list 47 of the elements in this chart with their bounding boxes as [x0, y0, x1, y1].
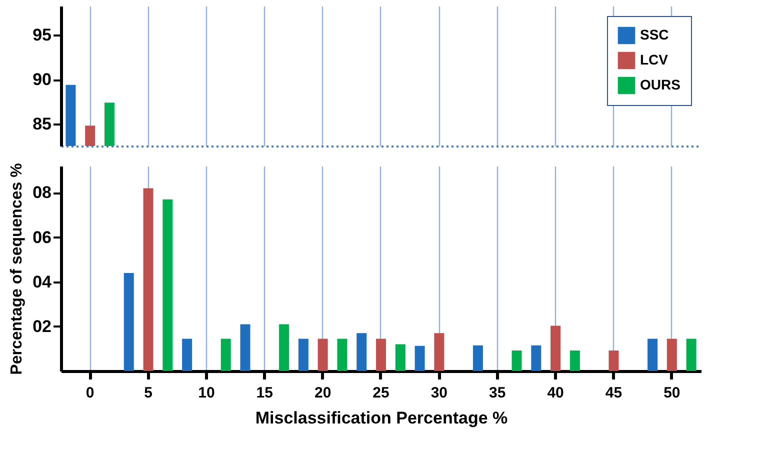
bar — [220, 338, 231, 371]
bar — [666, 338, 677, 371]
bar — [356, 333, 367, 371]
y-tick-label: 95 — [32, 26, 52, 45]
bar — [298, 338, 308, 371]
bar — [395, 344, 406, 371]
y-tick-label: 90 — [32, 70, 52, 90]
bar — [648, 338, 658, 371]
bar — [608, 350, 619, 371]
bar — [162, 199, 173, 371]
bar — [414, 346, 425, 371]
x-tick-label: 30 — [430, 384, 448, 402]
x-tick-label: 15 — [256, 384, 273, 402]
legend-label: SSC — [640, 26, 669, 42]
y-tick-label: 85 — [32, 114, 52, 134]
y-axis-title: Percentage of sequences % — [8, 163, 26, 375]
x-tick-label: 45 — [605, 384, 622, 402]
y-tick-label: 06 — [32, 228, 52, 247]
x-axis-title: Misclassification Percentage % — [255, 408, 508, 428]
x-tick-label: 10 — [198, 384, 215, 402]
x-tick-label: 40 — [547, 384, 564, 402]
bar — [182, 338, 192, 371]
bar — [279, 324, 290, 371]
bar — [434, 333, 444, 371]
bar — [512, 350, 522, 371]
bar — [240, 324, 250, 371]
legend-label: OURS — [640, 76, 680, 92]
x-tick-label: 35 — [489, 384, 506, 402]
bar — [531, 345, 542, 371]
bar — [570, 350, 580, 371]
bar — [686, 338, 696, 371]
y-tick-label: 02 — [32, 316, 52, 336]
bar — [376, 338, 386, 371]
bar — [550, 326, 561, 371]
legend-label: LCV — [640, 52, 669, 68]
x-tick-label: 20 — [314, 384, 332, 402]
x-tick-label: 0 — [86, 384, 94, 402]
x-tick-label: 50 — [664, 384, 680, 402]
bar — [124, 272, 134, 371]
bar — [318, 338, 328, 371]
x-tick-label: 5 — [144, 384, 152, 402]
bar — [143, 188, 154, 371]
bar — [472, 345, 483, 371]
y-tick-label: 08 — [32, 183, 52, 202]
y-tick-label: 04 — [32, 272, 52, 292]
bar — [337, 338, 348, 371]
x-tick-label: 25 — [372, 384, 390, 402]
